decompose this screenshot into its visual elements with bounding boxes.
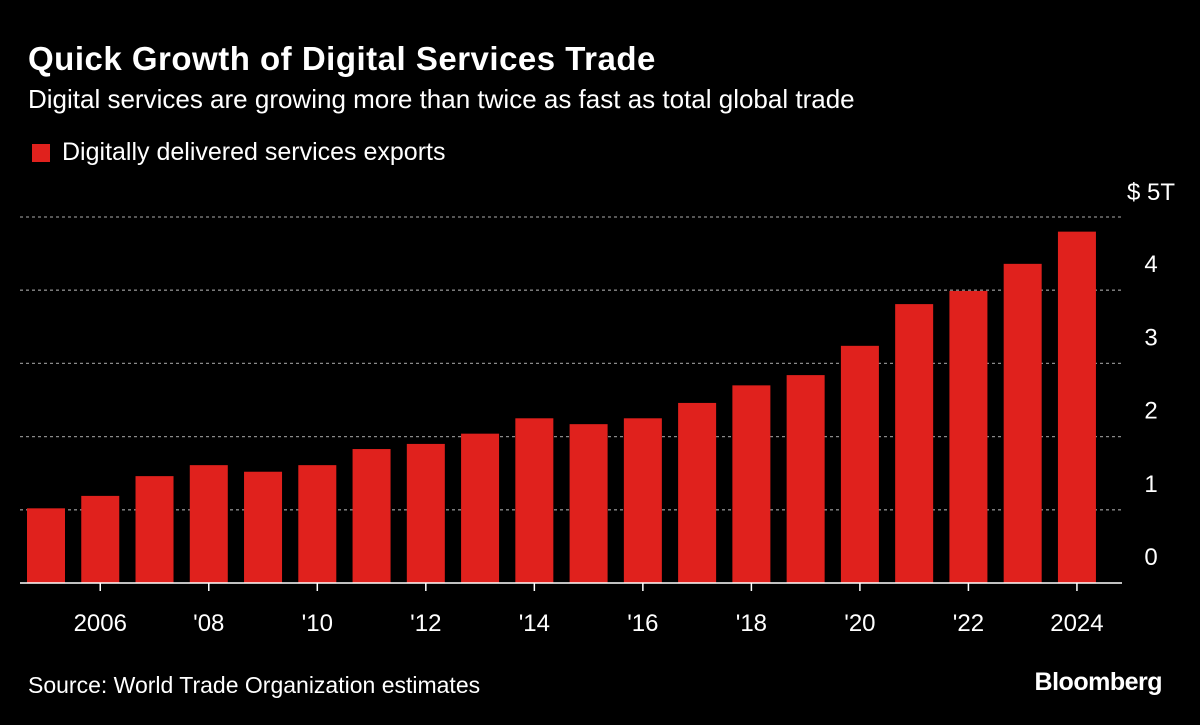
legend-swatch bbox=[32, 143, 50, 162]
y-tick-label: $ 5T bbox=[1127, 179, 1175, 206]
bar-2006 bbox=[81, 495, 120, 583]
bar-2020 bbox=[840, 345, 879, 583]
bar-2024 bbox=[1057, 231, 1096, 583]
x-tick-label: '10 bbox=[302, 610, 333, 637]
bar-2009 bbox=[244, 471, 283, 583]
legend: Digitally delivered services exports bbox=[32, 138, 445, 167]
bar-2007 bbox=[135, 476, 174, 583]
bar-2010 bbox=[298, 465, 337, 583]
bar-2008 bbox=[189, 465, 228, 583]
bar-2005 bbox=[27, 508, 65, 583]
bar-2018 bbox=[732, 385, 771, 583]
bar-2022 bbox=[949, 290, 988, 583]
bar-2017 bbox=[678, 402, 717, 583]
bar-2013 bbox=[461, 433, 500, 583]
x-tick-label: 2006 bbox=[74, 610, 127, 637]
x-tick-label: '08 bbox=[193, 610, 224, 637]
x-tick-label: '12 bbox=[410, 610, 441, 637]
legend-label: Digitally delivered services exports bbox=[62, 138, 446, 166]
x-tick-label: '22 bbox=[953, 610, 984, 637]
x-tick-label: '14 bbox=[519, 610, 550, 637]
chart-title: Quick Growth of Digital Services Trade bbox=[28, 40, 656, 77]
x-tick-label: '16 bbox=[627, 610, 658, 637]
y-tick-label: 1 bbox=[1144, 471, 1157, 498]
x-tick-label: 2024 bbox=[1050, 610, 1103, 637]
y-tick-label: 4 bbox=[1144, 251, 1157, 278]
x-tick-label: '20 bbox=[844, 610, 875, 637]
bloomberg-logo: Bloomberg bbox=[1034, 668, 1163, 696]
bar-2019 bbox=[786, 375, 825, 583]
bar-2016 bbox=[623, 418, 662, 583]
bar-2014 bbox=[515, 418, 554, 583]
x-tick-label: '18 bbox=[736, 610, 767, 637]
bar-2012 bbox=[406, 443, 445, 583]
source-note: Source: World Trade Organization estimat… bbox=[28, 672, 481, 698]
bar-2011 bbox=[352, 449, 391, 583]
y-tick-label: 0 bbox=[1144, 544, 1157, 571]
bar-2015 bbox=[569, 424, 608, 583]
bar-2021 bbox=[895, 304, 934, 583]
y-tick-label: 3 bbox=[1144, 324, 1157, 351]
bar-2023 bbox=[1003, 263, 1042, 583]
y-tick-label: 2 bbox=[1144, 398, 1157, 425]
chart-subtitle: Digital services are growing more than t… bbox=[28, 84, 855, 114]
